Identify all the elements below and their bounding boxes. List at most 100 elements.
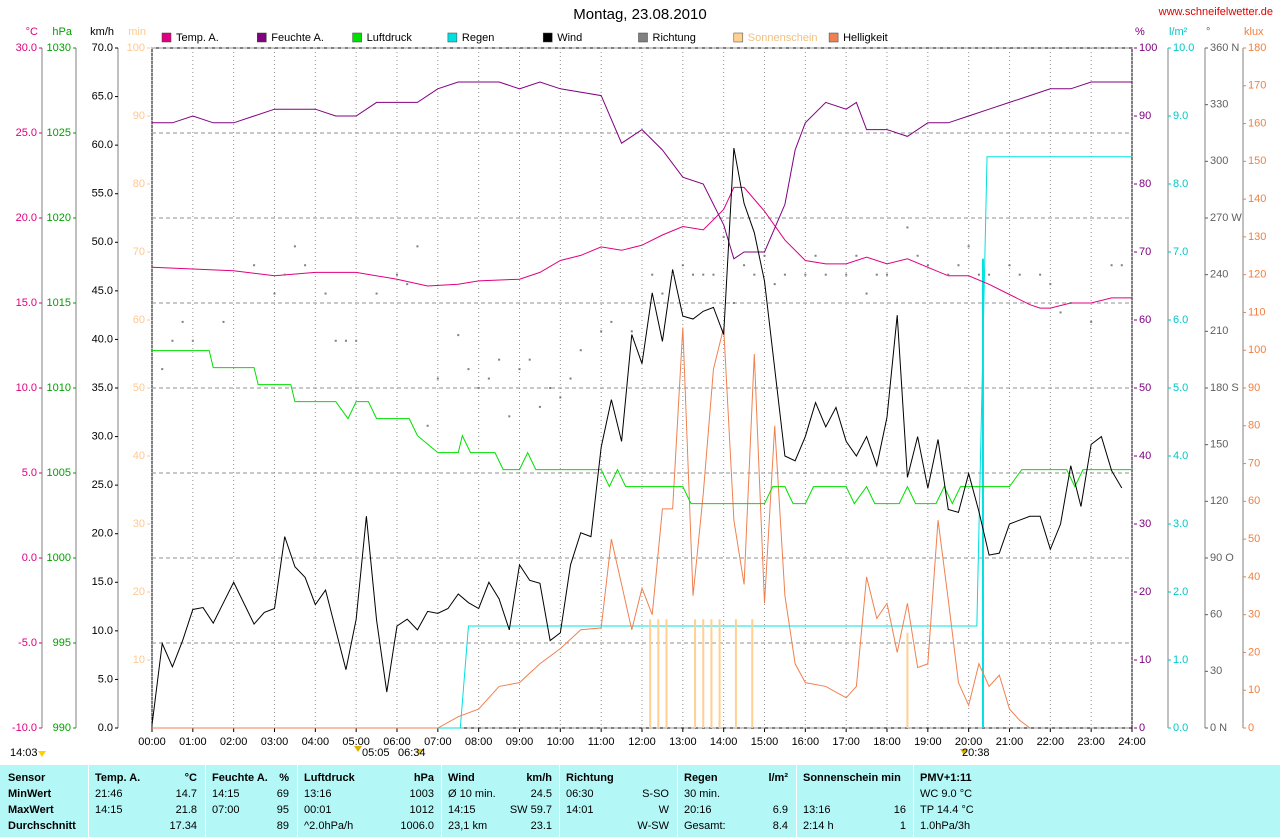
axis-unit: °C (26, 26, 38, 38)
legend-swatch (542, 32, 553, 43)
y-tick-label: 50 (1139, 382, 1151, 394)
point (783, 273, 786, 276)
x-tick-label: 16:00 (792, 736, 820, 748)
x-tick-label: 15:00 (751, 736, 779, 748)
y-tick-label: 10 (1139, 654, 1151, 666)
point (773, 283, 776, 286)
x-tick-label: 04:00 (302, 736, 330, 748)
y-tick-label: 990 (53, 722, 71, 734)
legend-label: Richtung (653, 32, 696, 44)
y-tick-label: 90 O (1210, 552, 1234, 564)
point (1110, 264, 1113, 267)
cell-value: 17.34 (169, 820, 197, 832)
legend-swatch (352, 32, 362, 43)
point (161, 368, 164, 371)
y-tick-label: 80 (1139, 178, 1151, 190)
cell-text: 14:01 (566, 804, 594, 816)
point (171, 339, 174, 342)
cell-value: W-SW (637, 820, 669, 832)
y-tick-label: 1020 (47, 212, 71, 224)
series-line (151, 147, 1123, 726)
point (508, 415, 511, 418)
y-tick-label: 0 (1248, 722, 1254, 734)
cell-text: 2:14 h (803, 820, 834, 832)
y-tick-label: 60 (1210, 609, 1222, 621)
axis-unit: min (128, 26, 146, 38)
point (355, 339, 358, 342)
y-tick-label: 110 (1248, 306, 1266, 318)
column-header: Luftdruck (304, 772, 355, 784)
point (977, 273, 980, 276)
x-tick-label: 09:00 (506, 736, 534, 748)
legend-swatch (733, 32, 744, 43)
y-tick-label: 9.0 (1173, 110, 1188, 122)
point (334, 339, 337, 342)
point (467, 368, 470, 371)
point (1059, 311, 1062, 314)
cell-value: 1003 (409, 788, 434, 800)
cell-text: 13:16 (304, 788, 332, 800)
cell-value: 1012 (409, 804, 434, 816)
cell-value: 69 (276, 788, 289, 800)
legend-label: Regen (462, 32, 494, 44)
y-tick-label: 180 (1248, 42, 1266, 54)
y-tick-label: -5.0 (18, 637, 37, 649)
y-tick-label: 60.0 (92, 139, 113, 151)
y-tick-label: 10 (1248, 684, 1260, 696)
y-tick-label: 15.0 (16, 297, 37, 309)
y-tick-label: 20 (1139, 586, 1151, 598)
point (692, 273, 695, 276)
x-tick-label: 08:00 (465, 736, 493, 748)
y-tick-label: 60 (1139, 314, 1151, 326)
y-tick-label: 20.0 (92, 528, 113, 540)
y-tick-label: 10.0 (16, 382, 37, 394)
y-tick-label: 40.0 (92, 333, 113, 345)
point (906, 226, 909, 229)
y-tick-label: 30 (1210, 665, 1222, 677)
y-tick-label: 30 (133, 518, 145, 530)
point (845, 273, 848, 276)
column-separator (205, 765, 206, 837)
point (712, 273, 715, 276)
y-tick-label: 180 S (1210, 382, 1239, 394)
cell-text: 14:15 (212, 788, 240, 800)
cell-value: 16 (893, 804, 906, 816)
cell-value: 1006.0 (400, 820, 434, 832)
point (732, 302, 735, 304)
y-tick-label: 50 (1248, 533, 1260, 545)
point (1008, 264, 1011, 267)
cell-text: 21:46 (95, 788, 123, 800)
column-separator (441, 765, 442, 837)
point (477, 387, 480, 389)
site-url: www.schneifelwetter.de (1158, 6, 1273, 18)
x-tick-label: 00:00 (138, 736, 166, 748)
y-tick-label: 5.0 (98, 673, 113, 685)
y-tick-label: 0.0 (1173, 722, 1188, 734)
cell-value: 6.9 (772, 804, 788, 816)
point (855, 254, 858, 257)
point (487, 377, 490, 380)
point (1018, 273, 1021, 276)
legend-label: Sonnenschein (748, 32, 818, 44)
point (926, 264, 929, 267)
y-tick-label: 40 (1139, 450, 1151, 462)
point (579, 349, 582, 352)
annotation: 06:34 (398, 747, 426, 759)
y-tick-label: 170 (1248, 80, 1266, 92)
y-tick-label: 1.0 (1173, 654, 1188, 666)
x-tick-label: 14:00 (710, 736, 738, 748)
y-tick-label: 100 (1139, 42, 1157, 54)
x-tick-label: 02:00 (220, 736, 248, 748)
point (947, 273, 950, 276)
cell-value: 24.5 (530, 788, 552, 800)
annotation: 20:38 (962, 747, 990, 759)
y-tick-label: 80 (1248, 420, 1260, 432)
series-line (151, 186, 1132, 309)
cell-text: ^2.0hPa/h (304, 820, 354, 832)
point (222, 320, 225, 323)
y-tick-label: 1000 (47, 552, 71, 564)
x-tick-label: 03:00 (261, 736, 289, 748)
point (324, 292, 327, 295)
axis-unit: hPa (52, 26, 72, 38)
y-tick-label: 30.0 (92, 430, 113, 442)
